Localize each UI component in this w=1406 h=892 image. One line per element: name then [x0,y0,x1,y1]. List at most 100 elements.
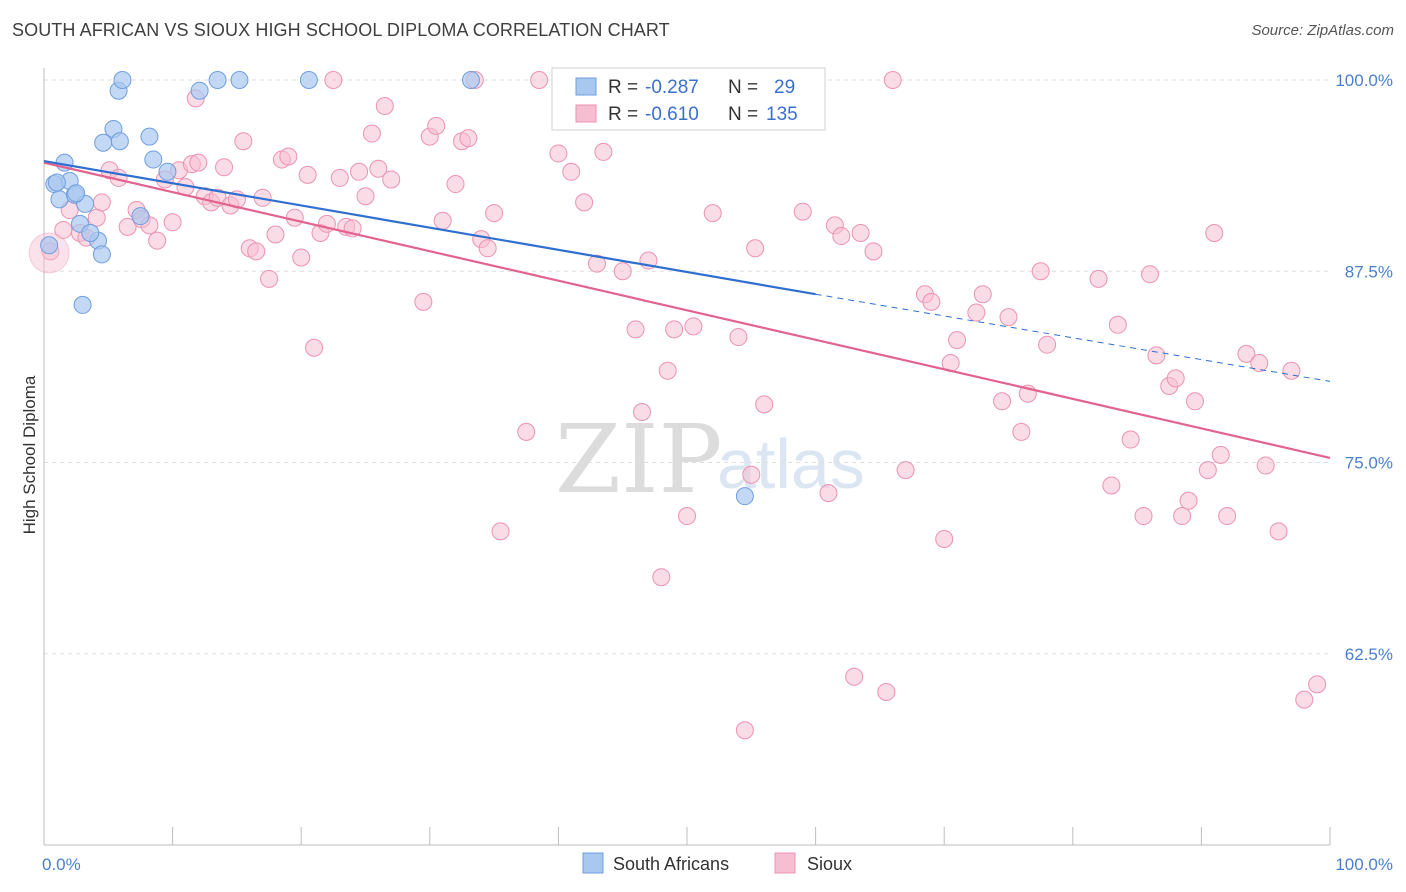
sioux-point-74 [652,568,671,587]
south-africans-point-12 [113,71,132,89]
sioux-point-23 [215,158,234,177]
south-africans-point-19 [299,71,318,89]
sioux-point-53 [427,116,446,135]
sioux-point-129 [1282,361,1301,380]
sioux-point-64 [530,71,549,89]
south-africans-point-25 [47,173,66,192]
sioux-point-75 [658,361,677,380]
sioux-point-60 [478,239,497,258]
sioux-point-126 [1250,354,1269,373]
sioux-point-84 [755,395,774,414]
legend-n-value-2: 135 [766,104,798,125]
sioux-point-33 [279,147,298,166]
sioux-point-83 [746,239,765,258]
sioux-point-26 [234,132,253,151]
sioux-point-86 [793,202,812,221]
watermark-zip: ZIP [555,405,722,515]
sioux-point-79 [703,204,722,223]
series-label-sioux: Sioux [807,854,852,874]
south-africans-point-18 [230,71,249,89]
south-africans-point-13 [81,224,100,242]
sioux-point-121 [1198,461,1217,480]
sioux-point-67 [575,193,594,212]
south-africans-point-16 [190,81,209,100]
sioux-point-55 [446,175,465,194]
sioux-point-72 [632,403,651,422]
axes [43,68,1331,846]
sioux-point-36 [298,165,317,184]
south-africans-point-15 [144,150,163,169]
sioux-point-93 [877,683,896,701]
sioux-point-30 [260,269,279,288]
sioux-point-119 [1179,491,1198,510]
south-africans-point-20 [461,71,480,89]
sioux-point-61 [485,204,504,223]
sioux-point-107 [1031,262,1050,281]
series-legend: South Africans Sioux [582,852,852,874]
sioux-point-90 [845,667,864,686]
sioux-point-65 [549,144,568,163]
sioux-points [28,71,1327,740]
sioux-point-91 [851,224,870,242]
legend-r-value-1: -0.287 [645,77,699,98]
sioux-point-68 [587,254,606,273]
series-swatch-sioux [774,852,796,874]
sioux-point-110 [1102,476,1121,495]
sioux-point-123 [1211,445,1230,464]
sioux-point-103 [993,392,1012,411]
sioux-point-108 [1038,335,1057,354]
sioux-point-69 [594,142,613,161]
sioux-point-105 [1012,422,1031,441]
sioux-point-114 [1140,265,1159,284]
south-africans-trend-line [43,160,816,296]
sioux-point-128 [1269,522,1288,541]
south-africans-point-27 [158,162,177,181]
stats-legend: R = -0.287 N = 29 R = -0.610 N = 135 [551,67,826,131]
sioux-point-124 [1218,507,1237,526]
south-africans-point-22 [73,295,92,314]
sioux-point-115 [1147,346,1166,365]
sioux-point-45 [356,187,375,206]
sioux-point-19 [189,153,208,172]
south-africans-point-0 [40,236,59,255]
sioux-point-54 [433,211,452,230]
sioux-point-111 [1108,315,1127,334]
sioux-point-78 [684,317,703,336]
sioux-point-118 [1173,507,1192,526]
south-africans-points [40,71,754,506]
sioux-point-48 [375,97,394,116]
x-tick-label-0: 0.0% [42,855,81,874]
south-africans-point-2 [50,190,69,209]
tick-labels: 62.5% 75.0% 87.5% 100.0% 0.0% 100.0% [42,71,1393,874]
sioux-point-112 [1121,430,1140,449]
sioux-point-41 [330,168,349,187]
legend-r-value-2: -0.610 [645,104,699,125]
south-africans-point-24 [67,184,86,203]
sioux-point-101 [967,303,986,322]
sioux-point-117 [1166,369,1185,388]
sioux-point-63 [517,422,536,441]
sioux-point-120 [1185,392,1204,411]
sioux-point-40 [324,71,343,89]
sioux-point-89 [832,227,851,246]
stats-legend-box [551,67,826,131]
sioux-point-100 [948,331,967,350]
sioux-point-104 [999,308,1018,327]
legend-n-label-2: N = [728,104,758,125]
sioux-point-125 [1237,344,1256,363]
sioux-point-57 [459,129,478,148]
south-africans-point-28 [735,487,754,506]
trend-lines [43,160,1331,459]
sioux-point-76 [665,320,684,339]
sioux-point-34 [285,208,304,227]
legend-n-label-1: N = [728,77,758,98]
sioux-point-71 [626,320,645,339]
sioux-point-95 [896,461,915,480]
sioux-point-46 [362,124,381,143]
sioux-point-15 [163,213,182,232]
sioux-point-80 [729,328,748,347]
sioux-point-94 [883,71,902,89]
sioux-point-130 [1295,690,1314,709]
sioux-point-82 [742,465,761,484]
